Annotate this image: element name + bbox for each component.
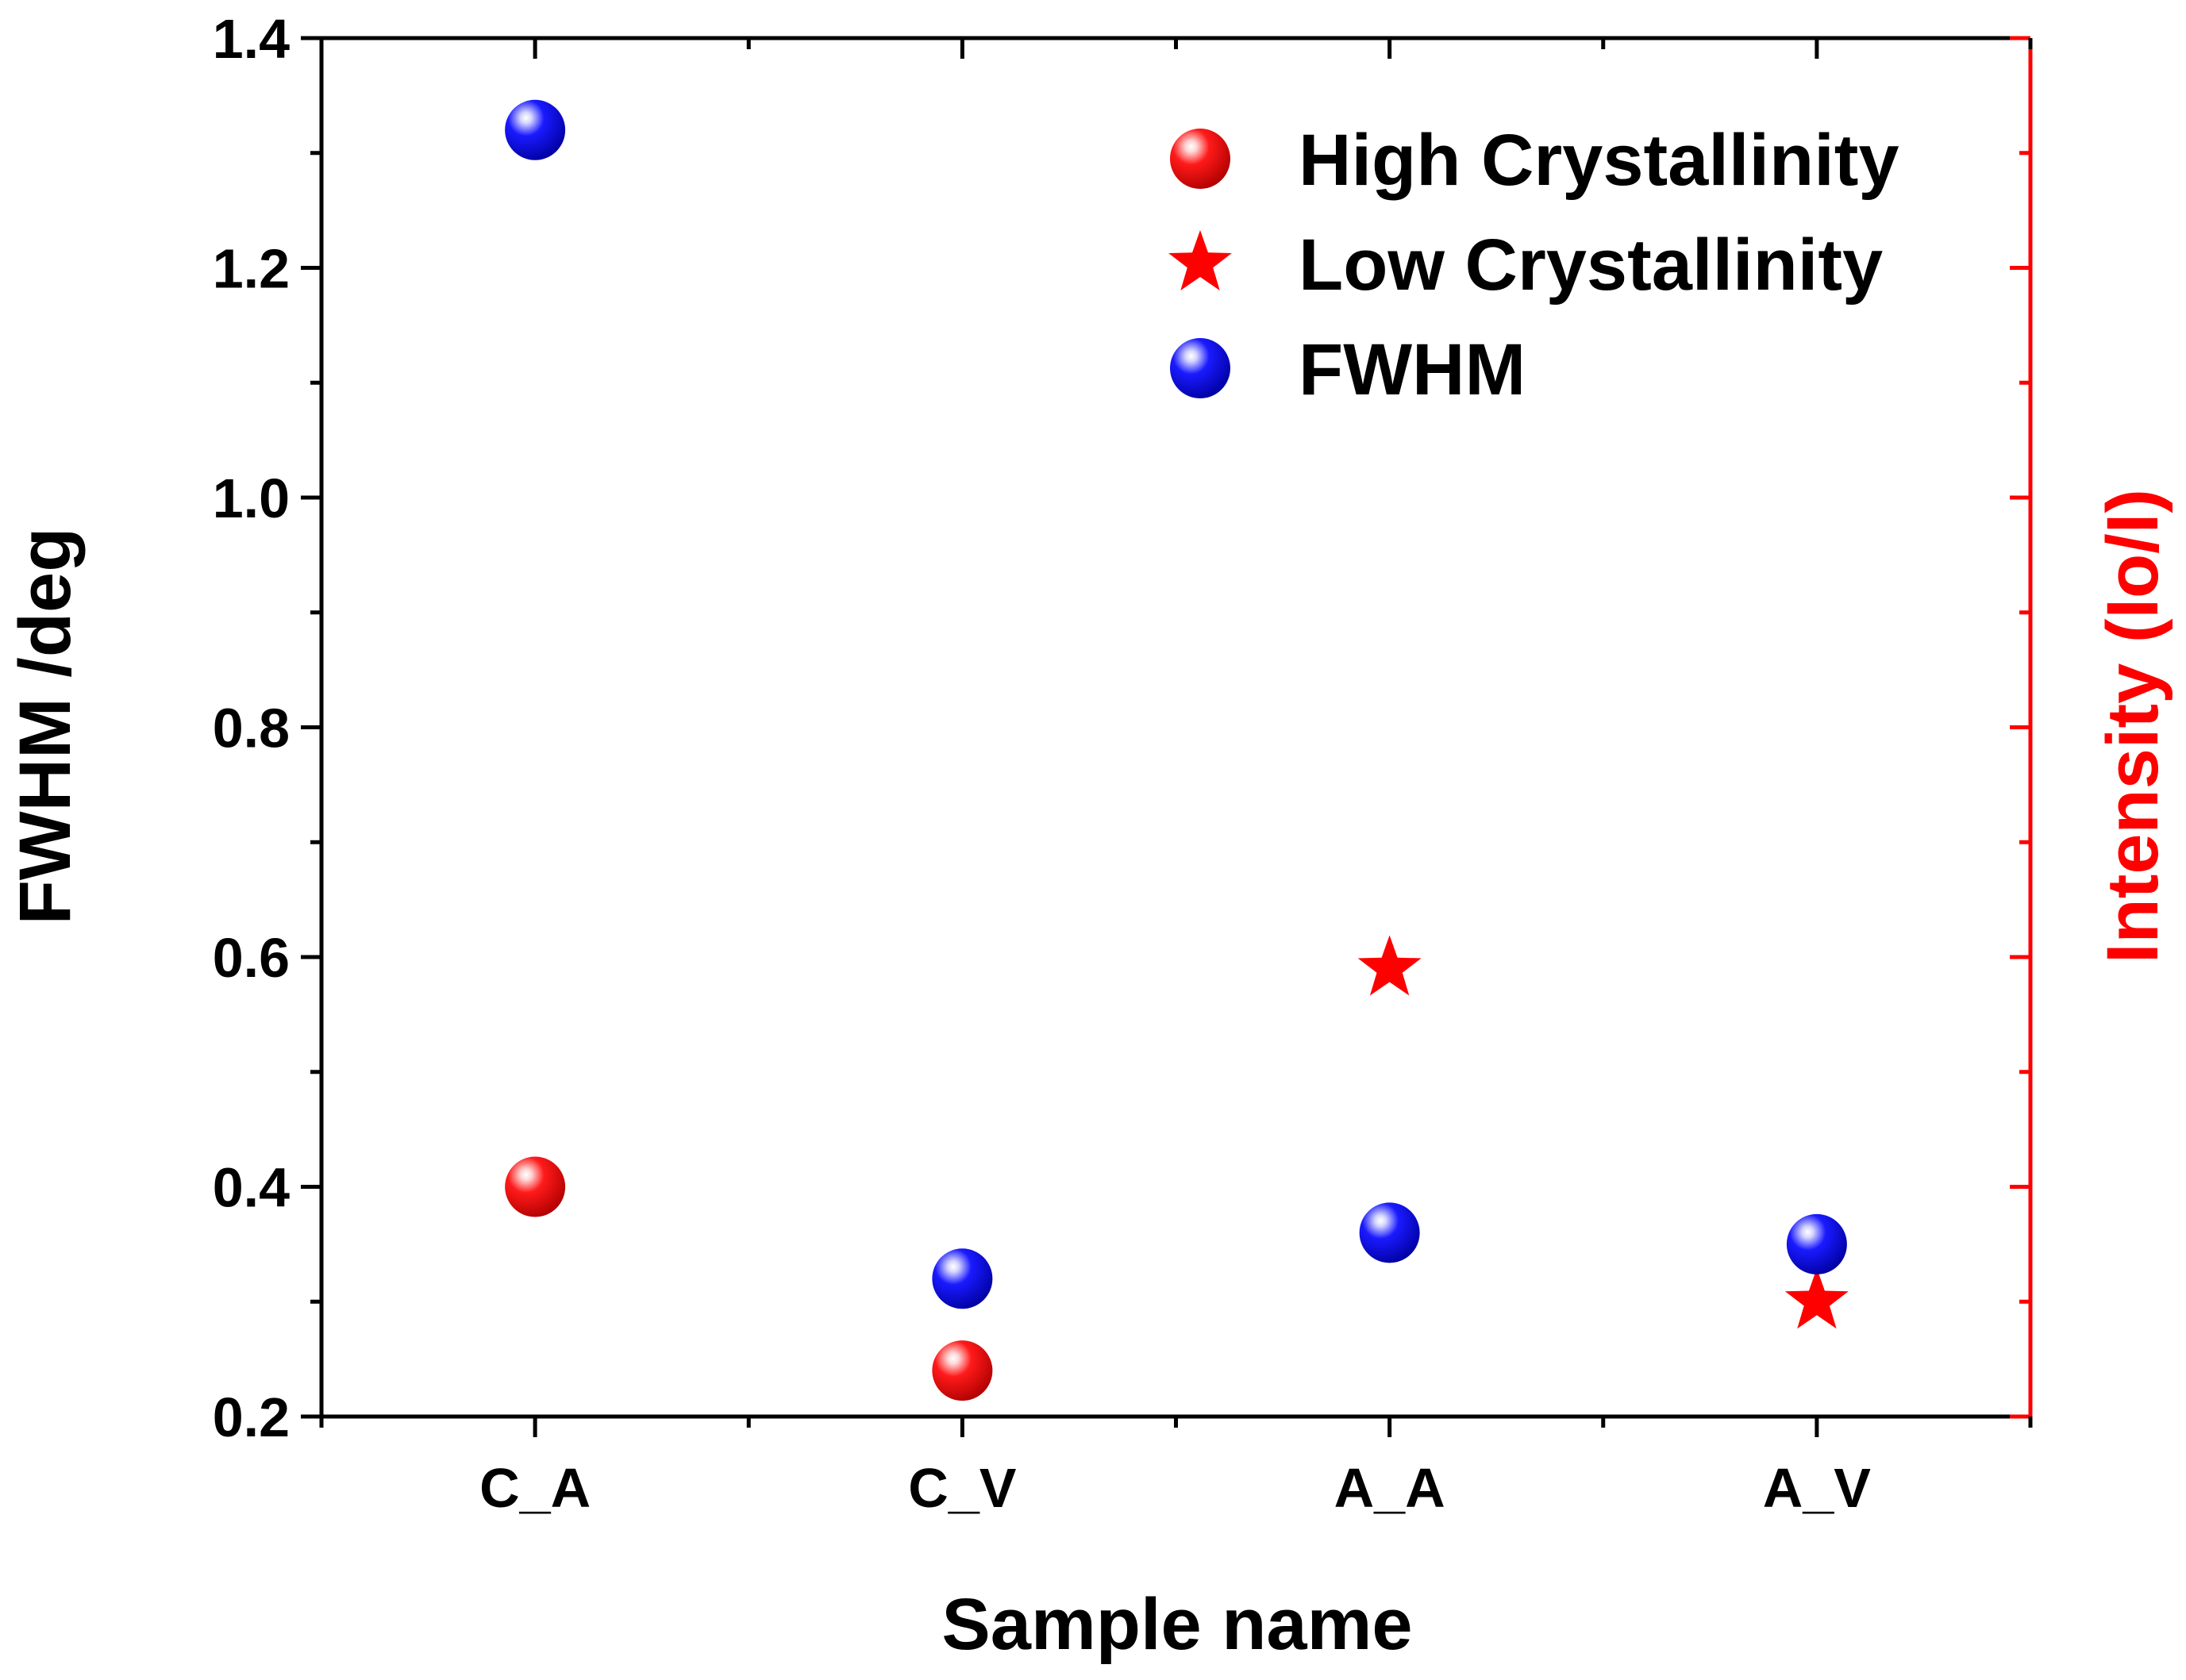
x-tick-label: C_A <box>479 1457 591 1519</box>
legend: High Crystallinity Low Crystallinity FWHM <box>1168 120 1899 410</box>
legend-marker-low-crystallinity <box>1168 230 1232 290</box>
point-fwhm-c-v <box>932 1248 993 1309</box>
point-low-crystallinity-a-v <box>1784 1268 1849 1329</box>
point-fwhm-c-a <box>505 99 566 160</box>
legend-marker-fwhm <box>1170 338 1230 398</box>
y-tick-label: 1.0 <box>213 467 290 529</box>
y2-axis-title: Intensity (Io/I) <box>2092 489 2173 963</box>
y-axis-title: FWHM /deg <box>5 528 86 925</box>
y-tick-label: 1.2 <box>213 238 290 300</box>
point-low-crystallinity-a-a <box>1357 935 1422 996</box>
y-tick-label: 0.6 <box>213 927 290 989</box>
x-axis-title: Sample name <box>941 1584 1412 1665</box>
point-fwhm-a-v <box>1786 1213 1847 1274</box>
ticks: 0.2 0.4 0.6 0.8 1.0 1.2 1.4 C_A C_V A_A A_V <box>213 8 2033 1519</box>
point-high-crystallinity-c-a <box>505 1156 566 1217</box>
y-tick-label: 0.2 <box>213 1386 290 1448</box>
x-tick-label: A_A <box>1334 1457 1445 1519</box>
legend-label-high-crystallinity: High Crystallinity <box>1299 120 1899 201</box>
x-tick-label: C_V <box>908 1457 1016 1519</box>
y-tick-label: 1.4 <box>213 8 290 70</box>
point-high-crystallinity-c-v <box>932 1340 993 1401</box>
legend-label-low-crystallinity: Low Crystallinity <box>1299 225 1883 306</box>
x-tick-label: A_V <box>1763 1457 1871 1519</box>
legend-label-fwhm: FWHM <box>1299 329 1526 410</box>
legend-marker-high-crystallinity <box>1170 129 1230 189</box>
data-marks <box>505 99 1849 1401</box>
y-tick-label: 0.4 <box>213 1157 290 1219</box>
y-tick-label: 0.8 <box>213 698 290 759</box>
point-fwhm-a-a <box>1359 1202 1420 1263</box>
